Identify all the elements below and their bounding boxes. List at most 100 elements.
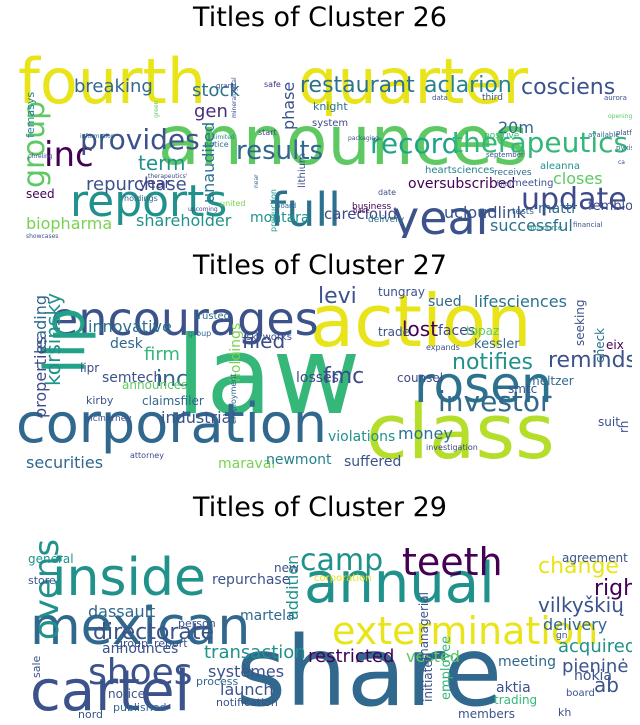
word-0-12: update bbox=[521, 182, 627, 217]
word-1-36: kirby bbox=[86, 394, 114, 407]
word-1-33: iipr bbox=[80, 361, 99, 375]
word-1-57: eix bbox=[606, 338, 624, 352]
word-0-18: stock bbox=[192, 80, 240, 101]
word-0-57: financial bbox=[573, 221, 603, 229]
word-2-34: process bbox=[196, 675, 239, 688]
word-0-26: oversubscribed bbox=[408, 176, 515, 192]
word-2-45: store bbox=[28, 574, 56, 587]
word-1-39: trade bbox=[378, 325, 410, 339]
word-2-52: kh bbox=[558, 706, 571, 719]
word-2-25: announces bbox=[102, 641, 178, 657]
word-0-67: pyxis bbox=[616, 144, 632, 152]
word-0-49: third bbox=[482, 93, 503, 103]
word-2-40: managerial bbox=[417, 592, 431, 660]
word-0-64: available bbox=[588, 131, 620, 139]
word-2-7: ovens bbox=[27, 539, 67, 640]
word-1-24: maravai bbox=[218, 456, 275, 472]
word-0-70: information bbox=[80, 133, 115, 140]
word-0-31: carecloud bbox=[324, 205, 397, 223]
word-0-79: opening bbox=[608, 113, 632, 120]
word-2-23: systèmes bbox=[208, 662, 284, 681]
word-0-54: start bbox=[258, 128, 277, 137]
word-1-43: meltzer bbox=[528, 374, 574, 388]
word-0-52: date bbox=[378, 188, 396, 197]
word-0-19: breaking bbox=[74, 76, 153, 97]
word-0-77: therapeutics' bbox=[148, 173, 188, 180]
word-2-6: teeth bbox=[402, 540, 503, 584]
word-1-42: smtc bbox=[508, 382, 537, 396]
word-0-74: green bbox=[153, 100, 160, 118]
word-0-43: business bbox=[352, 202, 392, 212]
word-1-55: group bbox=[188, 329, 211, 338]
word-1-8: notifies bbox=[452, 350, 533, 375]
word-2-0: share bbox=[236, 616, 502, 720]
word-0-4: year bbox=[392, 191, 495, 238]
word-2-27: repurchase bbox=[212, 572, 290, 588]
word-0-73: limited bbox=[214, 134, 235, 141]
word-1-15: lifesciences bbox=[474, 292, 567, 311]
word-0-29: successful bbox=[490, 216, 573, 235]
word-0-41: meeting bbox=[512, 178, 553, 189]
word-2-5: extermination bbox=[332, 609, 598, 653]
word-2-4: inside bbox=[52, 548, 206, 608]
word-1-51: attorney bbox=[130, 451, 164, 460]
word-2-37: notification bbox=[216, 696, 278, 709]
word-1-52: employment bbox=[229, 373, 238, 424]
word-2-32: group bbox=[116, 637, 148, 650]
word-0-72: mineralogical bbox=[231, 77, 238, 118]
word-0-48: notice bbox=[204, 140, 229, 149]
word-0-2: announces bbox=[158, 102, 528, 181]
word-0-46: production bbox=[269, 189, 278, 232]
word-0-14: term bbox=[138, 151, 186, 175]
word-2-39: initiated bbox=[421, 653, 435, 702]
word-0-61: final bbox=[496, 180, 511, 188]
word-1-37: lost bbox=[402, 317, 438, 341]
word-0-75: packaging bbox=[348, 135, 379, 142]
word-2-13: vilkyškių bbox=[538, 593, 624, 617]
word-0-68: upcoming bbox=[188, 206, 218, 213]
word-2-42: members bbox=[458, 707, 515, 720]
word-0-6: inc bbox=[44, 135, 94, 175]
word-2-19: restricted bbox=[308, 646, 394, 667]
word-0-60: board bbox=[276, 202, 296, 210]
word-2-11: change bbox=[538, 554, 619, 579]
word-0-16: aclarion bbox=[424, 73, 512, 98]
word-0-36: femasys bbox=[24, 92, 37, 138]
word-2-36: published bbox=[113, 701, 167, 714]
word-2-46: sale bbox=[30, 655, 43, 678]
word-2-38: employee bbox=[439, 636, 454, 700]
word-1-4: encourages bbox=[50, 292, 319, 346]
word-2-2: mexican bbox=[30, 597, 250, 657]
word-0-56: grand bbox=[216, 82, 237, 90]
word-1-1: action bbox=[310, 279, 532, 363]
cluster-29-title: Titles of Cluster 29 bbox=[193, 492, 447, 523]
word-1-14: levi bbox=[318, 284, 357, 309]
word-0-21: phase bbox=[279, 82, 298, 130]
word-2-12: right bbox=[594, 576, 632, 601]
word-1-2: class bbox=[366, 387, 555, 473]
word-0-32: montara bbox=[250, 210, 309, 226]
word-1-0: law bbox=[176, 314, 361, 439]
word-0-15: restaurant bbox=[300, 73, 415, 98]
word-2-10: directorate bbox=[93, 620, 214, 645]
word-0-51: tests bbox=[512, 207, 534, 217]
word-0-63: platform bbox=[616, 129, 632, 137]
word-1-56: seeking bbox=[573, 299, 587, 346]
word-0-23: shareholder bbox=[136, 211, 232, 230]
word-1-5: rosen bbox=[414, 356, 553, 414]
word-0-53: united bbox=[220, 199, 246, 208]
word-1-27: money bbox=[398, 424, 453, 443]
word-0-76: near bbox=[253, 174, 260, 188]
word-0-24: biopharma bbox=[26, 214, 112, 233]
word-2-51: gn bbox=[556, 631, 567, 641]
word-2-30: nokia bbox=[574, 668, 612, 684]
word-0-11: therapeutics bbox=[452, 126, 628, 159]
word-1-47: counsel bbox=[397, 371, 443, 385]
word-0-5: reports bbox=[70, 176, 227, 227]
word-1-41: topaz bbox=[466, 324, 499, 338]
word-1-12: firm bbox=[144, 344, 180, 365]
word-0-30: ucloudlink bbox=[444, 203, 527, 222]
word-0-1: quarter bbox=[298, 45, 529, 118]
word-2-20: vested bbox=[406, 647, 460, 666]
word-0-58: altisource bbox=[528, 224, 562, 232]
